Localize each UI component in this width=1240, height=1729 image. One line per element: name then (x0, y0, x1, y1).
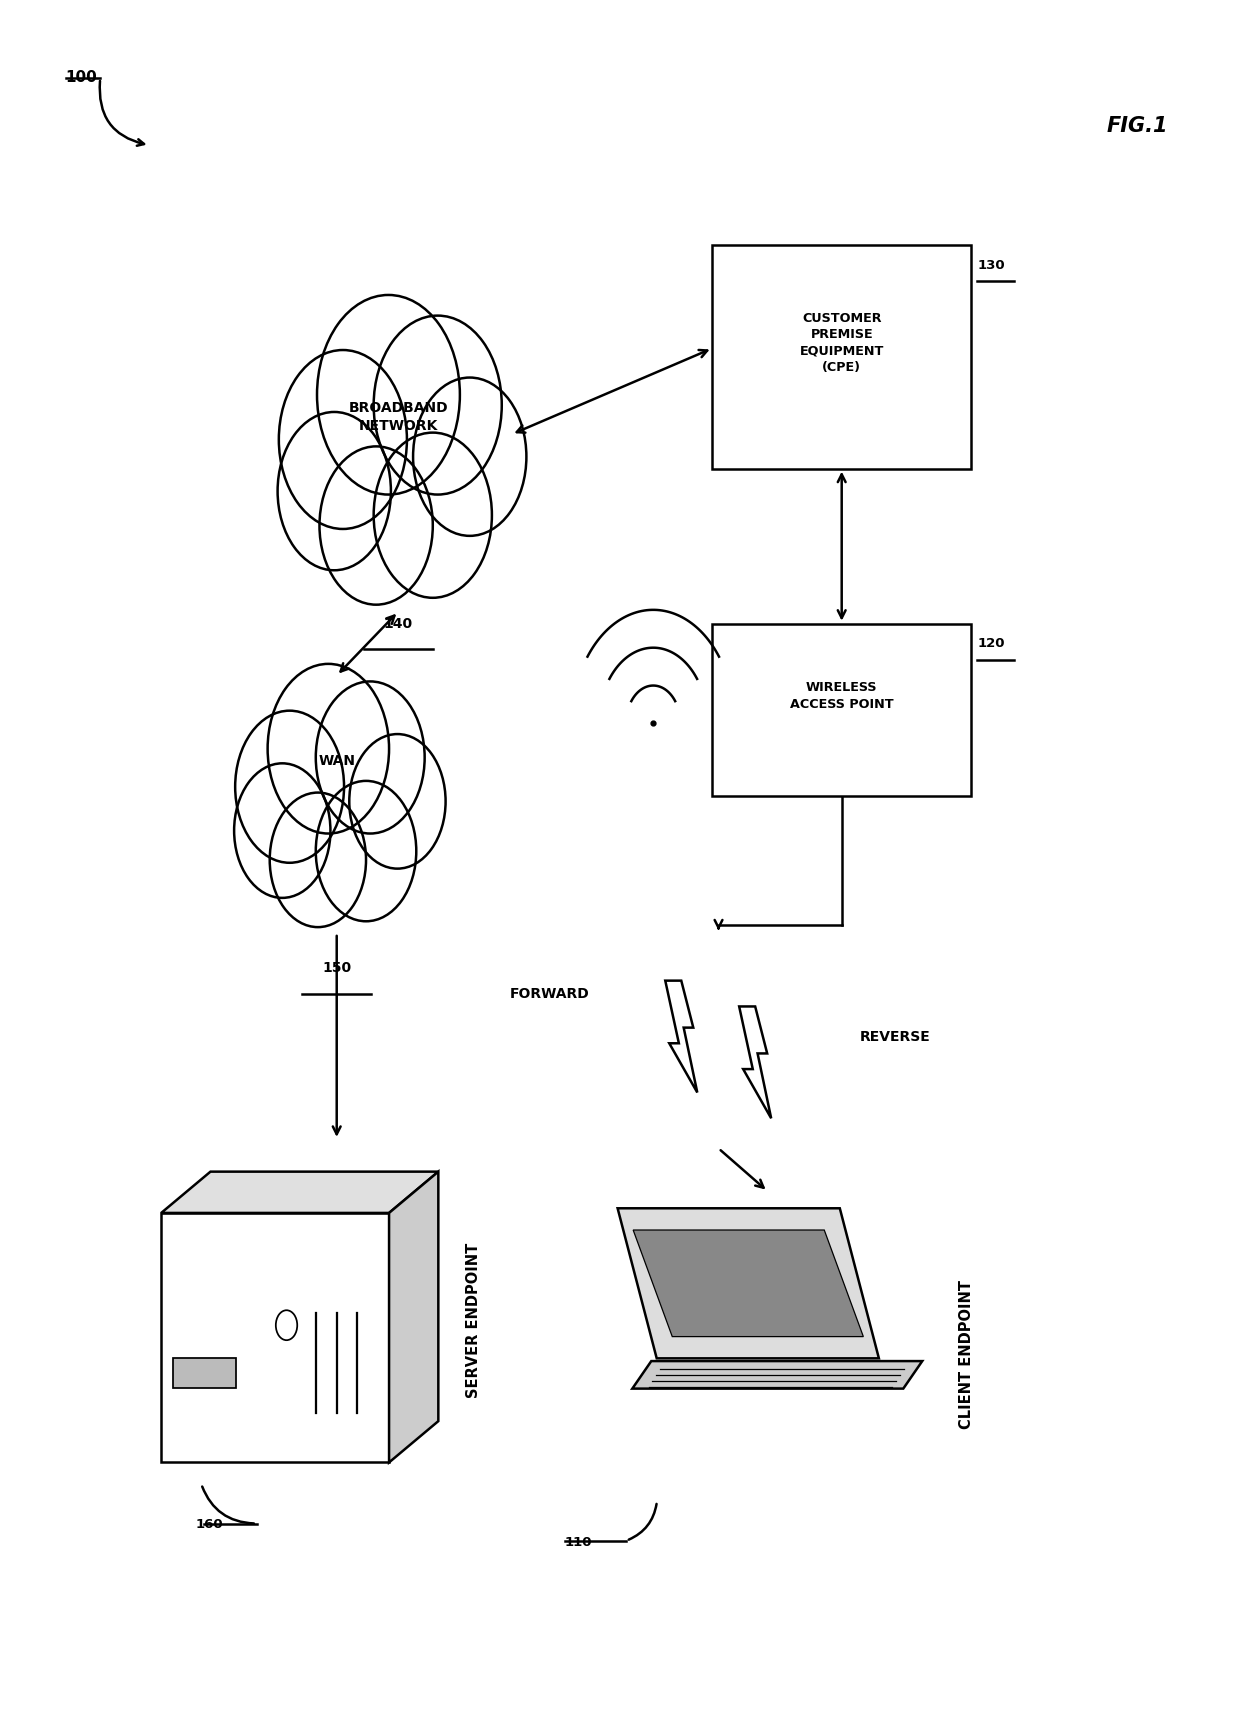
Text: WIRELESS
ACCESS POINT: WIRELESS ACCESS POINT (790, 681, 894, 711)
Circle shape (316, 782, 417, 922)
Polygon shape (161, 1214, 389, 1463)
Circle shape (236, 711, 343, 863)
Text: CUSTOMER
PREMISE
EQUIPMENT
(CPE): CUSTOMER PREMISE EQUIPMENT (CPE) (800, 311, 884, 375)
Polygon shape (632, 1361, 923, 1388)
Text: SERVER ENDPOINT: SERVER ENDPOINT (466, 1243, 481, 1399)
Text: 120: 120 (977, 638, 1004, 650)
Text: FIG.1: FIG.1 (1106, 116, 1168, 137)
Polygon shape (172, 1357, 237, 1388)
Text: 160: 160 (195, 1518, 223, 1532)
Text: BROADBAND
NETWORK: BROADBAND NETWORK (348, 401, 448, 434)
Polygon shape (634, 1229, 863, 1337)
Text: 110: 110 (564, 1535, 591, 1549)
FancyArrowPatch shape (629, 1504, 656, 1539)
Circle shape (275, 1311, 298, 1340)
Circle shape (234, 762, 330, 897)
FancyBboxPatch shape (712, 246, 971, 469)
Text: 100: 100 (66, 69, 98, 85)
Polygon shape (739, 1006, 771, 1119)
Circle shape (278, 412, 391, 571)
Circle shape (270, 792, 366, 927)
Polygon shape (618, 1209, 879, 1359)
Text: 130: 130 (977, 259, 1004, 271)
Text: WAN: WAN (319, 754, 355, 768)
Circle shape (279, 349, 407, 529)
FancyArrowPatch shape (99, 81, 144, 145)
Circle shape (413, 377, 527, 536)
Circle shape (373, 316, 502, 494)
Text: REVERSE: REVERSE (861, 1029, 931, 1044)
FancyArrowPatch shape (202, 1487, 254, 1523)
Circle shape (316, 681, 424, 833)
Text: FORWARD: FORWARD (510, 987, 589, 1001)
Polygon shape (389, 1172, 438, 1463)
FancyBboxPatch shape (712, 624, 971, 795)
Circle shape (350, 735, 445, 868)
Circle shape (373, 432, 492, 598)
Circle shape (268, 664, 389, 833)
Circle shape (320, 446, 433, 605)
Polygon shape (161, 1172, 438, 1214)
Text: 150: 150 (322, 961, 351, 975)
Polygon shape (666, 980, 697, 1093)
Text: CLIENT ENDPOINT: CLIENT ENDPOINT (959, 1281, 973, 1430)
Circle shape (317, 296, 460, 494)
Text: 140: 140 (383, 617, 413, 631)
